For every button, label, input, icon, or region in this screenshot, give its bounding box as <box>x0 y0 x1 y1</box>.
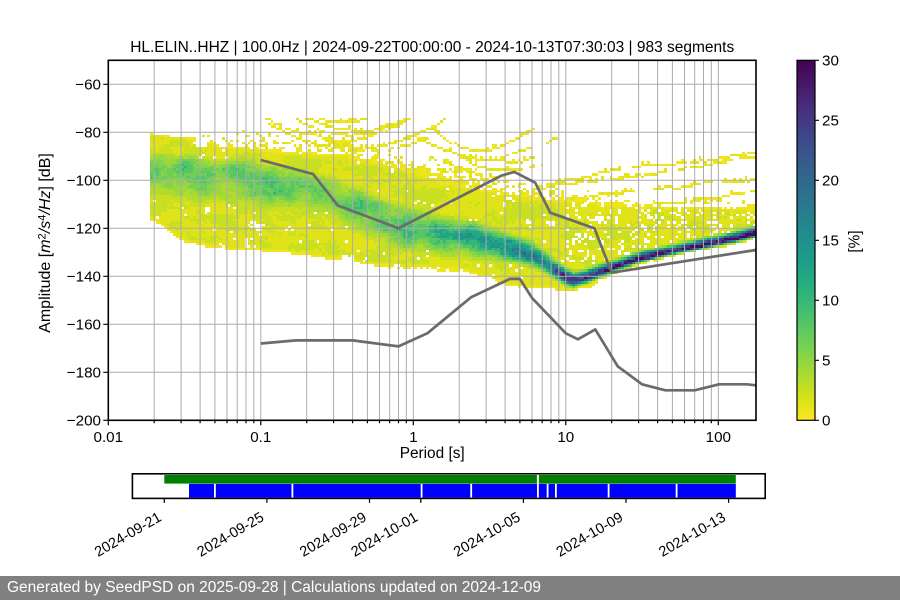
svg-text:HL.ELIN..HHZ | 100.0Hz | 2024-: HL.ELIN..HHZ | 100.0Hz | 2024-09-22T00:0… <box>130 39 734 56</box>
svg-text:5: 5 <box>822 352 830 369</box>
svg-text:2024-10-13: 2024-10-13 <box>656 510 728 561</box>
svg-text:0.01: 0.01 <box>94 429 124 446</box>
svg-text:−160: −160 <box>67 316 101 333</box>
svg-text:2024-09-25: 2024-09-25 <box>195 510 267 561</box>
svg-text:2024-09-21: 2024-09-21 <box>92 510 164 561</box>
svg-text:10: 10 <box>557 429 574 446</box>
svg-text:[%]: [%] <box>847 230 864 252</box>
svg-text:0.1: 0.1 <box>250 429 271 446</box>
svg-text:−200: −200 <box>67 412 101 429</box>
svg-text:−100: −100 <box>67 172 101 189</box>
svg-text:20: 20 <box>822 172 839 189</box>
svg-text:Period [s]: Period [s] <box>400 445 465 462</box>
svg-text:Amplitude [m2/s4/Hz] [dB]: Amplitude [m2/s4/Hz] [dB] <box>37 153 55 333</box>
svg-text:25: 25 <box>822 112 839 129</box>
svg-text:30: 30 <box>822 52 839 69</box>
svg-text:1: 1 <box>409 429 417 446</box>
svg-text:−140: −140 <box>67 268 101 285</box>
svg-text:−60: −60 <box>75 76 101 93</box>
svg-text:−180: −180 <box>67 364 101 381</box>
svg-text:0: 0 <box>822 412 830 429</box>
svg-text:2024-10-05: 2024-10-05 <box>451 510 523 561</box>
svg-text:10: 10 <box>822 292 839 309</box>
svg-text:−80: −80 <box>75 124 101 141</box>
svg-text:100: 100 <box>706 429 731 446</box>
svg-text:−120: −120 <box>67 220 101 237</box>
svg-text:15: 15 <box>822 232 839 249</box>
svg-text:2024-10-09: 2024-10-09 <box>554 510 626 561</box>
